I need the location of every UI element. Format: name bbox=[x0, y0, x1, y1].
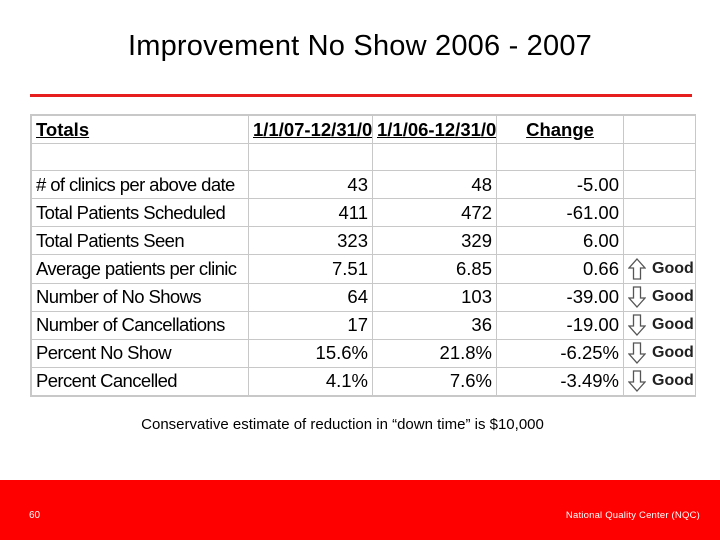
title-divider bbox=[30, 94, 692, 97]
table-row: Total Patients Scheduled 411 472 -61.00 bbox=[31, 198, 696, 228]
row-label: Total Patients Seen bbox=[31, 226, 249, 256]
rating-label: Good bbox=[652, 260, 694, 278]
down-arrow-icon bbox=[628, 370, 646, 393]
value-2006: 48 bbox=[372, 170, 497, 200]
row-label: # of clinics per above date bbox=[31, 170, 249, 200]
results-table: Totals 1/1/07-12/31/07 1/1/06-12/31/06 C… bbox=[31, 114, 696, 397]
row-label: Average patients per clinic bbox=[31, 254, 249, 284]
row-label: Percent No Show bbox=[31, 338, 249, 368]
value-change: -19.00 bbox=[496, 310, 624, 340]
value-change: -5.00 bbox=[496, 170, 624, 200]
value-2007: 15.6% bbox=[248, 338, 373, 368]
value-change: -3.49% bbox=[496, 366, 624, 397]
header-change: Change bbox=[496, 114, 624, 145]
value-change: 0.66 bbox=[496, 254, 624, 284]
down-arrow-icon bbox=[628, 286, 646, 309]
up-arrow-icon bbox=[628, 258, 646, 280]
footer-bar: 60 National Quality Center (NQC) bbox=[0, 480, 720, 540]
value-2006: 103 bbox=[372, 282, 497, 312]
header-rating bbox=[623, 114, 696, 145]
rating-cell: Good bbox=[623, 338, 696, 368]
page-number: 60 bbox=[29, 510, 41, 521]
value-2006: 472 bbox=[372, 198, 497, 228]
table-body: # of clinics per above date 43 48 -5.00 Tota… bbox=[31, 170, 696, 397]
down-arrow-icon bbox=[628, 314, 646, 337]
value-2006: 7.6% bbox=[372, 366, 497, 397]
value-2006: 329 bbox=[372, 226, 497, 256]
table-row: Percent Cancelled 4.1% 7.6% -3.49% Good bbox=[31, 366, 696, 397]
rating-cell: Good bbox=[623, 310, 696, 340]
rating-label: Good bbox=[652, 288, 694, 306]
table-row: Average patients per clinic 7.51 6.85 0.66 G… bbox=[31, 254, 696, 284]
rating-label: Good bbox=[652, 344, 694, 362]
results-table-frame: Totals 1/1/07-12/31/07 1/1/06-12/31/06 C… bbox=[30, 114, 696, 397]
rating-cell: Good bbox=[623, 366, 696, 397]
header-totals: Totals bbox=[31, 114, 249, 145]
row-label: Number of Cancellations bbox=[31, 310, 249, 340]
value-change: -6.25% bbox=[496, 338, 624, 368]
table-row: Percent No Show 15.6% 21.8% -6.25% Good bbox=[31, 338, 696, 368]
value-2006: 21.8% bbox=[372, 338, 497, 368]
row-label: Percent Cancelled bbox=[31, 366, 249, 397]
down-arrow-icon bbox=[628, 342, 646, 365]
table-row: Number of Cancellations 17 36 -19.00 Good bbox=[31, 310, 696, 340]
row-label: Total Patients Scheduled bbox=[31, 198, 249, 228]
header-2006: 1/1/06-12/31/06 bbox=[372, 114, 497, 145]
value-2006: 36 bbox=[372, 310, 497, 340]
rating-cell: Good bbox=[623, 254, 696, 284]
table-row: # of clinics per above date 43 48 -5.00 bbox=[31, 170, 696, 200]
rating-cell bbox=[623, 170, 696, 200]
value-2007: 17 bbox=[248, 310, 373, 340]
rating-cell: Good bbox=[623, 282, 696, 312]
value-2006: 6.85 bbox=[372, 254, 497, 284]
slide-title: Improvement No Show 2006 - 2007 bbox=[127, 30, 592, 62]
value-2007: 323 bbox=[248, 226, 373, 256]
table-row: Total Patients Seen 323 329 6.00 bbox=[31, 226, 696, 256]
value-change: -39.00 bbox=[496, 282, 624, 312]
value-change: -61.00 bbox=[496, 198, 624, 228]
table-spacer-row bbox=[31, 143, 696, 172]
table-header-row: Totals 1/1/07-12/31/07 1/1/06-12/31/06 C… bbox=[31, 114, 696, 145]
value-2007: 411 bbox=[248, 198, 373, 228]
value-2007: 43 bbox=[248, 170, 373, 200]
rating-cell bbox=[623, 198, 696, 228]
estimate-note: Conservative estimate of reduction in “d… bbox=[141, 416, 544, 433]
value-2007: 4.1% bbox=[248, 366, 373, 397]
row-label: Number of No Shows bbox=[31, 282, 249, 312]
header-2007: 1/1/07-12/31/07 bbox=[248, 114, 373, 145]
value-change: 6.00 bbox=[496, 226, 624, 256]
table-row: Number of No Shows 64 103 -39.00 Good bbox=[31, 282, 696, 312]
rating-label: Good bbox=[652, 316, 694, 334]
value-2007: 64 bbox=[248, 282, 373, 312]
rating-label: Good bbox=[652, 372, 694, 390]
rating-cell bbox=[623, 226, 696, 256]
organization-name: National Quality Center (NQC) bbox=[565, 510, 700, 521]
value-2007: 7.51 bbox=[248, 254, 373, 284]
